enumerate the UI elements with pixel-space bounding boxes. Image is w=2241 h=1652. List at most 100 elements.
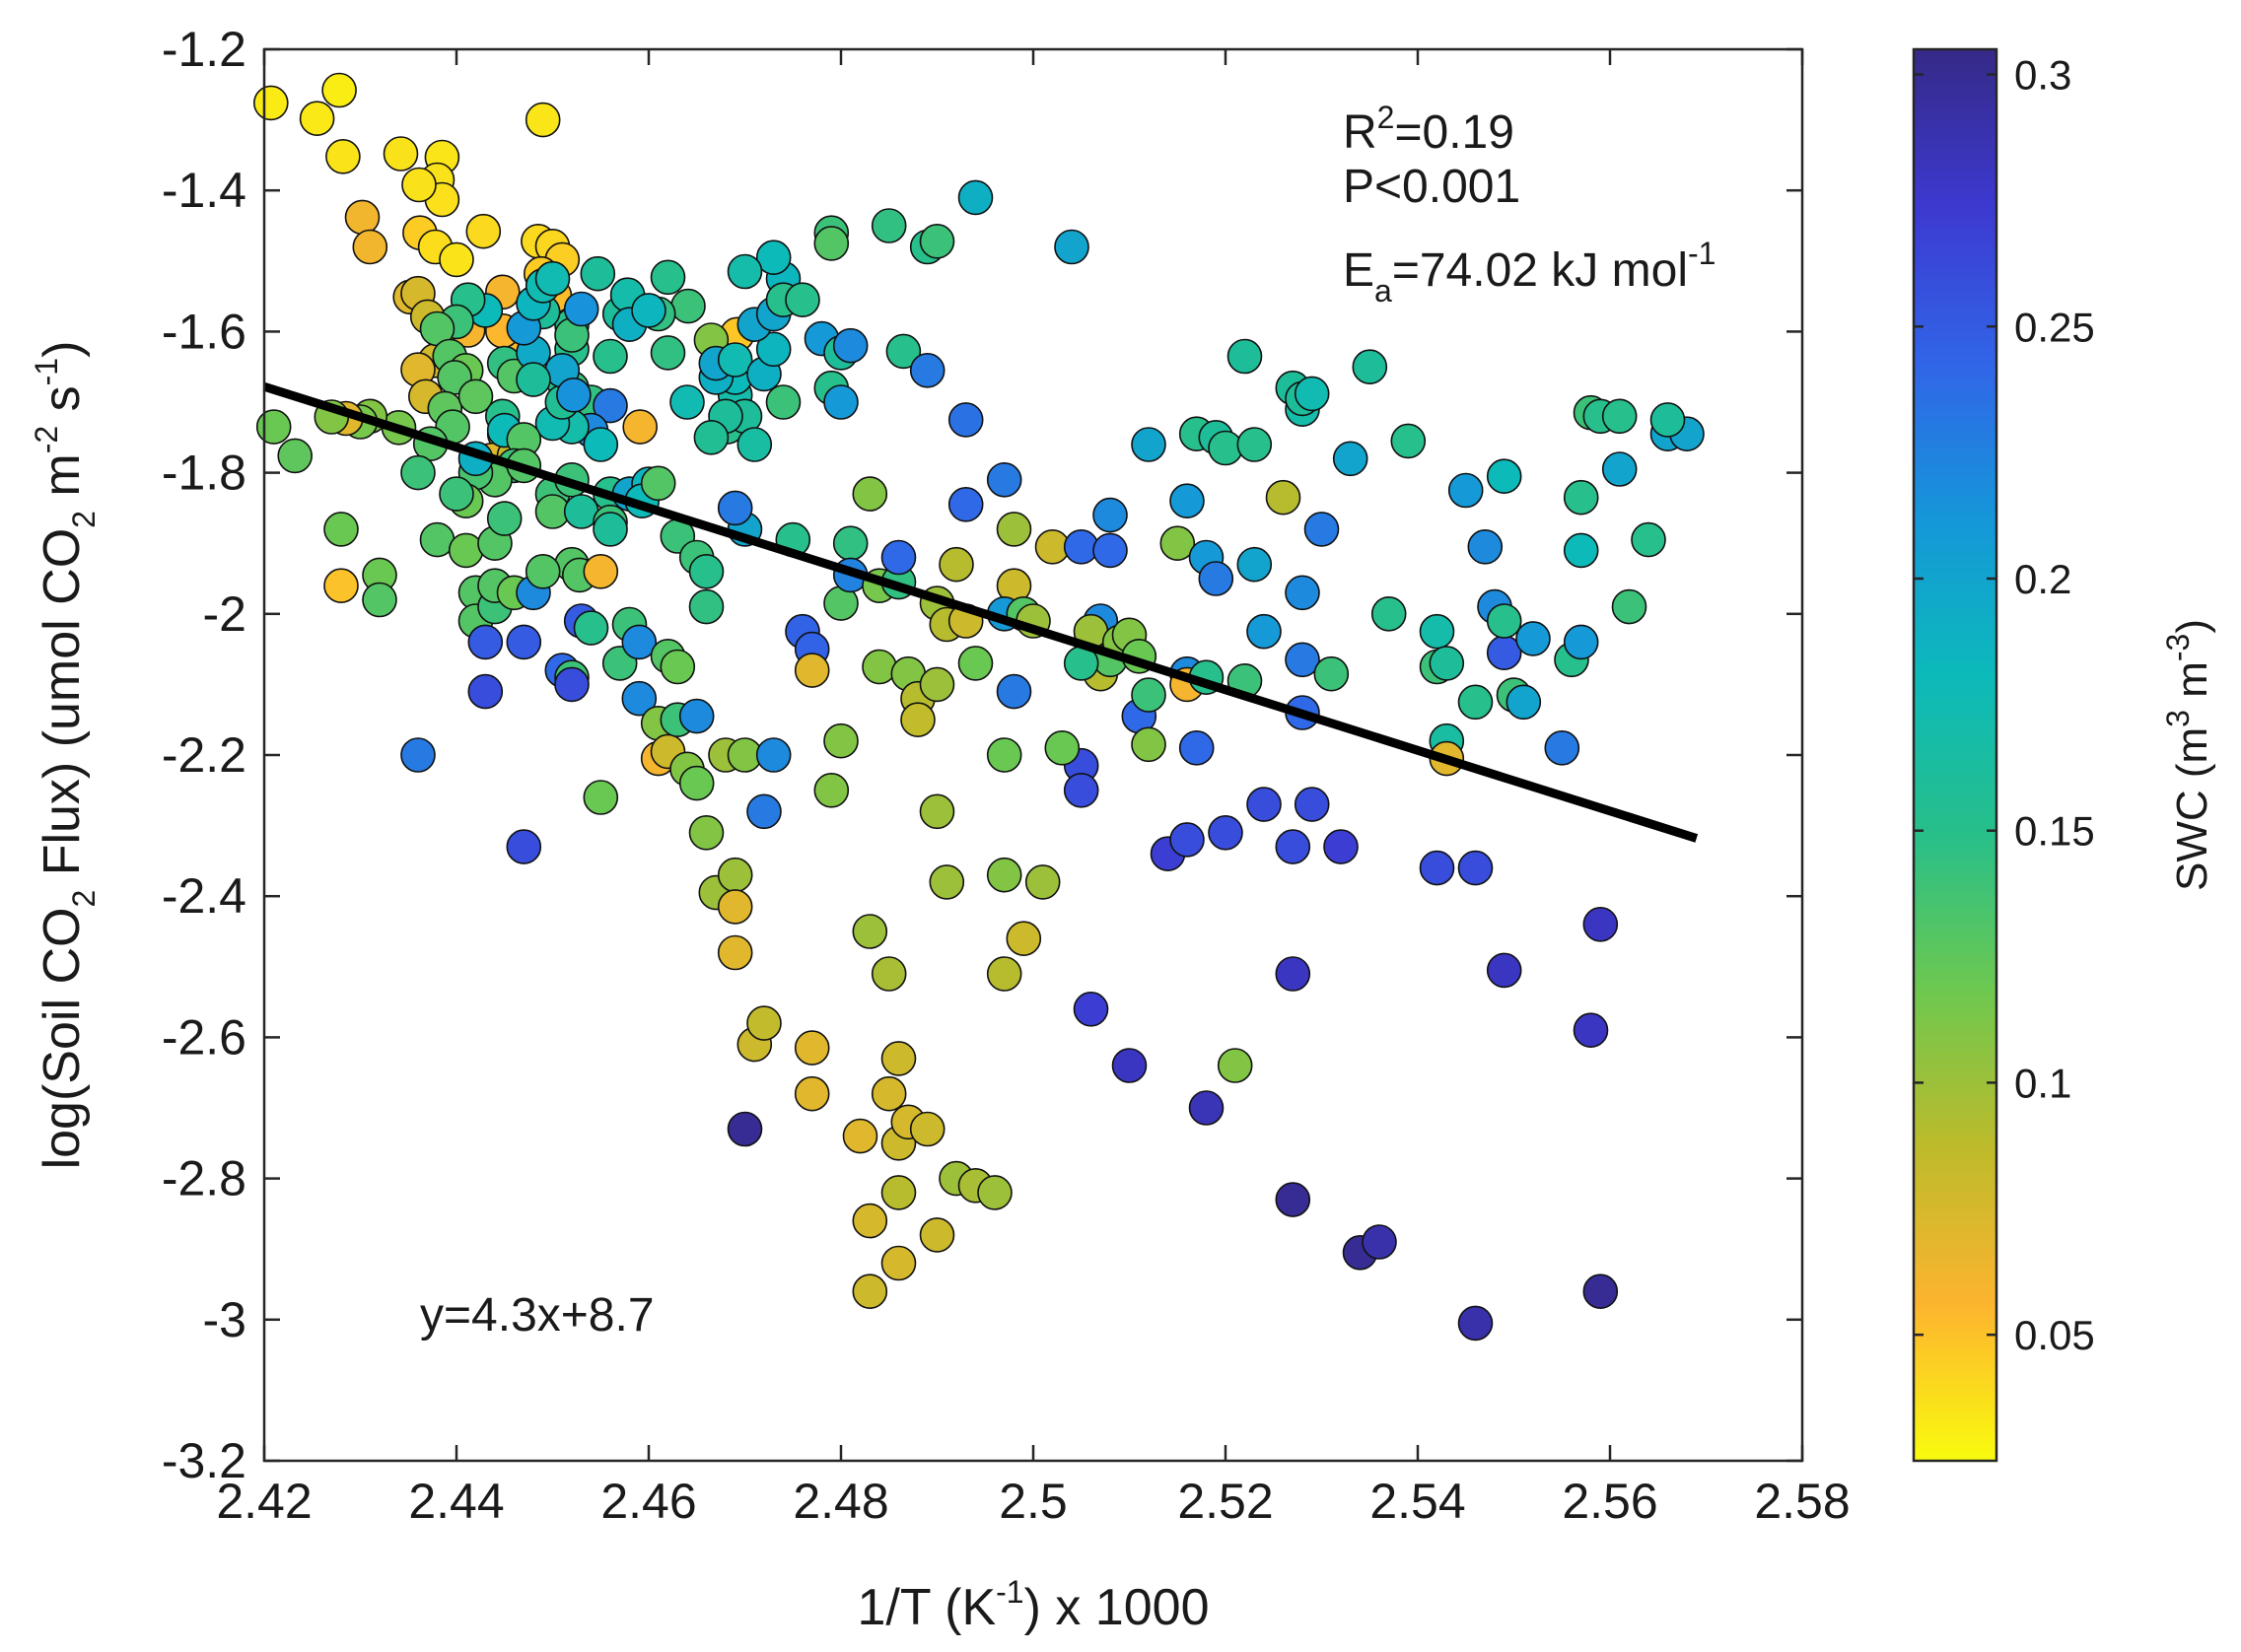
data-point — [467, 673, 504, 710]
data-point — [439, 241, 474, 278]
data-point — [1362, 1224, 1397, 1260]
x-axis-title: 1/T (K-1) x 1000 — [858, 1574, 1210, 1636]
data-point — [1582, 1273, 1619, 1309]
data-point — [400, 454, 436, 491]
data-point — [1169, 483, 1205, 519]
data-point — [516, 362, 551, 397]
data-point — [669, 384, 705, 420]
data-point — [1447, 472, 1484, 509]
colorbar-tick-label: 0.25 — [2014, 304, 2095, 350]
data-point — [1457, 1305, 1494, 1342]
data-point — [486, 501, 523, 536]
data-point — [678, 698, 715, 734]
data-point — [583, 427, 619, 462]
data-point — [919, 793, 955, 830]
data-point — [1601, 451, 1638, 487]
data-point — [670, 288, 706, 324]
data-point — [325, 139, 361, 174]
data-point — [321, 72, 357, 108]
data-point — [785, 282, 820, 318]
data-point — [755, 737, 792, 773]
data-point — [1419, 850, 1455, 886]
regression-equation: y=4.3x+8.7 — [420, 1289, 655, 1342]
data-point — [352, 229, 388, 265]
data-point — [678, 765, 715, 801]
x-tick-label: 2.46 — [600, 1474, 696, 1529]
y-tick-label: -2.4 — [162, 868, 246, 924]
data-point — [1611, 588, 1647, 625]
data-point — [880, 1245, 917, 1281]
data-point — [813, 226, 850, 261]
data-point — [880, 1041, 917, 1076]
data-point — [401, 167, 437, 203]
data-point — [622, 409, 659, 445]
data-point — [1429, 646, 1465, 681]
data-point — [880, 1175, 917, 1210]
data-point — [755, 240, 792, 276]
y-tick-label: -1.8 — [162, 446, 246, 501]
data-point — [1515, 621, 1551, 656]
data-point — [1285, 575, 1320, 611]
y-tick-label: -2.8 — [162, 1151, 246, 1206]
y-tick-label: -1.4 — [162, 163, 246, 218]
data-point — [746, 793, 782, 830]
data-point — [900, 702, 936, 738]
data-point — [1285, 642, 1320, 678]
colorbar-tick-label: 0.05 — [2014, 1312, 2095, 1358]
data-point — [362, 582, 397, 618]
data-point — [299, 101, 335, 136]
data-point — [1024, 864, 1061, 900]
data-point — [909, 352, 945, 388]
data-point — [1582, 906, 1619, 942]
data-point — [947, 402, 984, 438]
data-point — [1563, 532, 1599, 569]
data-point — [465, 213, 502, 249]
r-squared-annotation: R2=0.19 — [1343, 100, 1514, 159]
data-point — [957, 179, 994, 216]
data-point — [977, 1175, 1013, 1210]
y-tick-label: -1.2 — [162, 22, 246, 77]
data-point — [852, 1273, 888, 1309]
data-point — [947, 486, 984, 522]
data-point — [996, 673, 1032, 710]
data-point — [563, 291, 599, 327]
data-point — [323, 568, 359, 604]
data-point — [506, 829, 542, 864]
data-point — [593, 387, 628, 424]
x-tick-label: 2.56 — [1562, 1474, 1657, 1529]
data-point — [323, 512, 359, 547]
data-point — [1131, 427, 1166, 462]
colorbar-tick-label: 0.3 — [2014, 52, 2071, 99]
data-point — [755, 331, 792, 368]
y-tick-label: -2 — [203, 586, 246, 642]
data-point — [1092, 497, 1128, 533]
data-point — [344, 199, 381, 236]
data-point — [880, 539, 917, 576]
data-point — [688, 553, 725, 589]
data-point — [1226, 338, 1263, 375]
data-point — [252, 85, 289, 121]
data-point — [650, 335, 686, 371]
data-point — [842, 1118, 878, 1154]
colorbar — [1914, 49, 1996, 1461]
data-point — [852, 914, 888, 949]
data-point — [1467, 528, 1504, 565]
x-tick-label: 2.52 — [1177, 1474, 1273, 1529]
data-point — [1419, 613, 1455, 650]
data-point — [525, 102, 561, 138]
data-point — [717, 857, 753, 893]
data-point — [688, 588, 725, 625]
data-point — [1486, 458, 1522, 495]
data-point — [1332, 441, 1368, 477]
x-tick-label: 2.42 — [216, 1474, 312, 1529]
data-point — [794, 1030, 830, 1066]
data-point — [1006, 921, 1042, 957]
data-point — [1063, 772, 1099, 808]
data-point — [688, 814, 725, 851]
data-point — [852, 1203, 888, 1239]
data-point — [1486, 952, 1522, 989]
data-point — [823, 384, 859, 420]
data-point — [277, 438, 314, 474]
data-point — [885, 333, 922, 370]
